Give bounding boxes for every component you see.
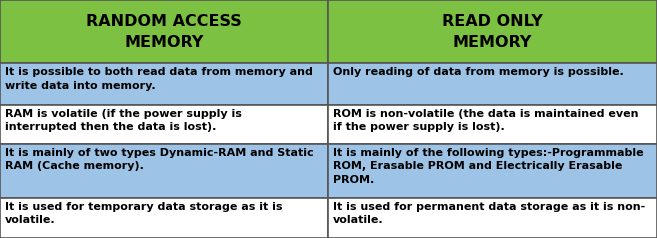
Text: RANDOM ACCESS
MEMORY: RANDOM ACCESS MEMORY	[86, 14, 242, 50]
Text: It is used for temporary data storage as it is
volatile.: It is used for temporary data storage as…	[5, 202, 283, 225]
Text: RAM is volatile (if the power supply is
interrupted then the data is lost).: RAM is volatile (if the power supply is …	[5, 109, 242, 132]
Bar	[327, 105, 657, 144]
Text: It is mainly of the following types:-Programmable
ROM, Erasable PROM and Electri: It is mainly of the following types:-Pro…	[332, 148, 643, 185]
Bar	[327, 63, 657, 105]
Bar	[0, 144, 327, 198]
Bar	[0, 105, 327, 144]
Text: It is used for permanent data storage as it is non-
volatile.: It is used for permanent data storage as…	[332, 202, 645, 225]
Text: READ ONLY
MEMORY: READ ONLY MEMORY	[442, 14, 543, 50]
Bar	[327, 0, 657, 63]
Text: Only reading of data from memory is possible.: Only reading of data from memory is poss…	[332, 67, 623, 77]
Bar	[327, 144, 657, 198]
Bar	[327, 198, 657, 238]
Text: ROM is non-volatile (the data is maintained even
if the power supply is lost).: ROM is non-volatile (the data is maintai…	[332, 109, 638, 132]
Text: It is mainly of two types Dynamic-RAM and Static
RAM (Cache memory).: It is mainly of two types Dynamic-RAM an…	[5, 148, 314, 171]
Bar	[0, 198, 327, 238]
Text: It is possible to both read data from memory and
write data into memory.: It is possible to both read data from me…	[5, 67, 313, 90]
Bar	[0, 0, 327, 63]
Bar	[0, 63, 327, 105]
